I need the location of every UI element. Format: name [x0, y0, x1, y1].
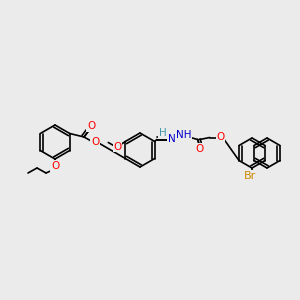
Text: O: O — [91, 137, 99, 147]
Text: O: O — [196, 143, 204, 154]
Text: Br: Br — [244, 171, 256, 181]
Text: O: O — [51, 161, 59, 171]
Text: H: H — [159, 128, 167, 137]
Text: O: O — [87, 121, 95, 131]
Text: O: O — [113, 142, 122, 152]
Text: O: O — [217, 133, 225, 142]
Text: N: N — [168, 134, 176, 145]
Text: NH: NH — [176, 130, 191, 140]
